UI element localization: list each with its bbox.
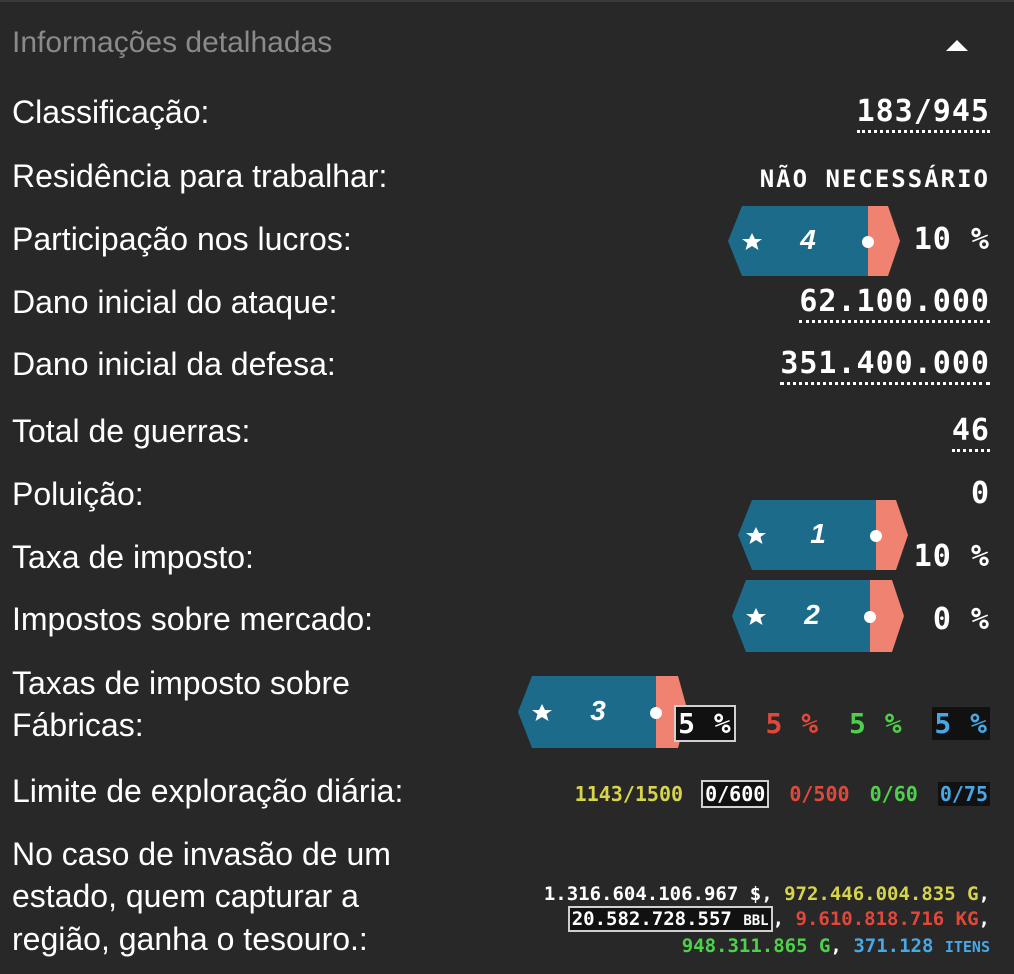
classification-label: Classificação: (12, 94, 210, 130)
exploration-value: 0/60 (869, 782, 918, 806)
tax-rate-level-badge[interactable]: 1 (738, 500, 910, 570)
level-number: 4 (800, 224, 816, 255)
pollution-value: 0 (970, 476, 990, 511)
factory-tax-level-badge[interactable]: 3 (518, 676, 690, 748)
market-tax-value: 0 % (932, 602, 990, 637)
factory-tax-value: 5 % (848, 707, 903, 740)
pollution-label: Poluição: (12, 476, 144, 512)
treasure-label-line2: estado, quem capturar a (12, 878, 359, 914)
tax-rate-label: Taxa de imposto: (12, 539, 254, 575)
market-tax-label: Impostos sobre mercado: (12, 601, 374, 637)
factory-tax-value: 5 % (674, 705, 736, 742)
factory-tax-value: 5 % (765, 707, 820, 740)
wars-label: Total de guerras: (12, 413, 251, 449)
slider-knob-icon (870, 530, 882, 542)
profit-share-level-badge[interactable]: 4 (728, 206, 900, 276)
exploration-value: 0/500 (789, 782, 850, 806)
level-number: 2 (804, 599, 820, 630)
treasure-oil: 20.582.728.557 BBL (567, 906, 773, 932)
level-number: 1 (810, 518, 826, 549)
defense-damage-value[interactable]: 351.400.000 (780, 346, 990, 385)
market-tax-level-badge[interactable]: 2 (732, 580, 904, 652)
treasure-values: 1.316.604.106.967 $, 972.446.004.835 G, … (543, 883, 990, 957)
attack-damage-value[interactable]: 62.100.000 (799, 284, 990, 323)
treasure-label-line1: No caso de invasão de um (12, 836, 391, 872)
treasure-gold: 972.446.004.835 G (784, 883, 979, 905)
factory-tax-values: 5 % 5 % 5 % 5 % (674, 705, 990, 742)
slider-knob-icon (650, 707, 662, 719)
classification-value[interactable]: 183/945 (856, 94, 990, 133)
exploration-limit-values: 1143/1500 0/600 0/500 0/60 0/75 (574, 780, 990, 808)
caret-up-icon[interactable] (946, 40, 968, 51)
factory-tax-value: 5 % (932, 707, 990, 740)
slider-knob-icon (864, 611, 876, 623)
treasure-money: 1.316.604.106.967 $ (543, 883, 762, 905)
star-icon (742, 233, 762, 250)
profit-share-value: 10 % (913, 222, 990, 257)
panel-title: Informações detalhadas (12, 26, 333, 59)
treasure-uranium: 948.311.865 G (681, 935, 831, 957)
treasure-items: 371.128 ITENS (853, 935, 990, 957)
treasure-ore: 9.610.818.716 KG (795, 908, 979, 930)
star-icon (532, 704, 552, 721)
exploration-value: 0/600 (701, 780, 770, 808)
level-number: 3 (590, 695, 606, 726)
star-icon (746, 608, 766, 625)
residence-label: Residência para trabalhar: (12, 158, 388, 194)
exploration-limit-label: Limite de exploração diária: (12, 773, 404, 809)
tax-rate-value: 10 % (913, 539, 990, 574)
slider-knob-icon (862, 236, 874, 248)
exploration-value: 0/75 (937, 782, 990, 806)
attack-damage-label: Dano inicial do ataque: (12, 284, 338, 320)
exploration-value: 1143/1500 (574, 782, 684, 806)
profit-share-label: Participação nos lucros: (12, 221, 352, 257)
treasure-label-line3: região, ganha o tesouro.: (12, 921, 368, 957)
residence-value: NÃO NECESSÁRIO (759, 165, 990, 193)
star-icon (746, 527, 766, 544)
factory-tax-label-line2: Fábricas: (12, 707, 144, 743)
factory-tax-label-line1: Taxas de imposto sobre (12, 665, 350, 701)
wars-value[interactable]: 46 (951, 413, 990, 452)
defense-damage-label: Dano inicial da defesa: (12, 346, 336, 382)
